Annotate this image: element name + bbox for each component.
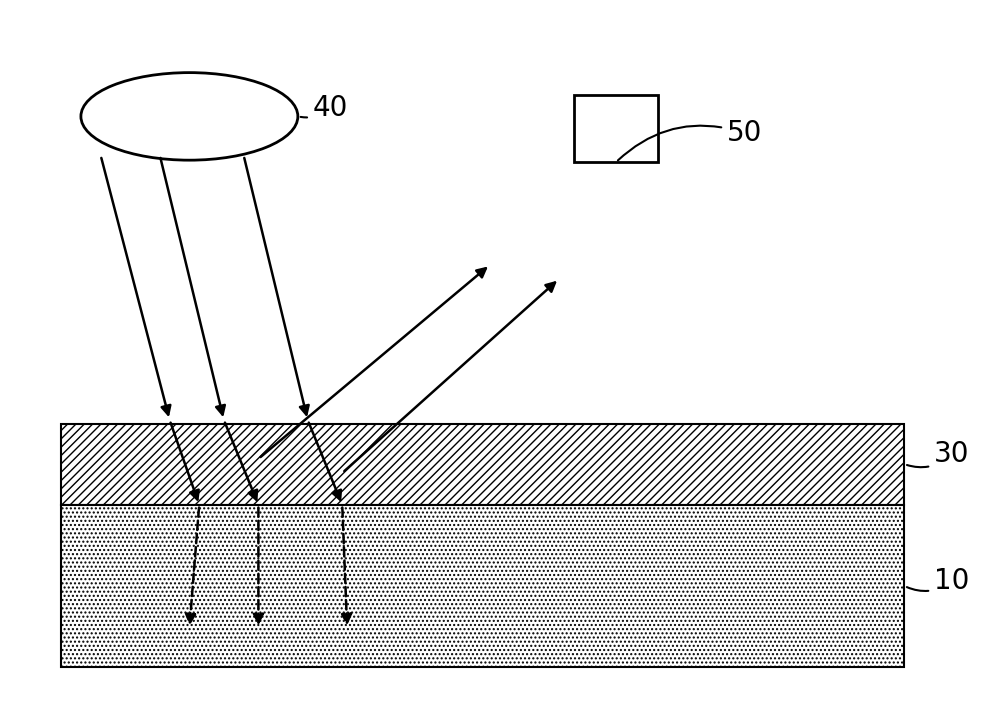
Bar xyxy=(574,95,658,162)
Text: 10: 10 xyxy=(907,567,969,595)
Text: 50: 50 xyxy=(618,119,762,161)
Text: 40: 40 xyxy=(301,94,348,122)
Bar xyxy=(61,505,904,667)
Text: 30: 30 xyxy=(907,441,969,469)
Ellipse shape xyxy=(81,73,298,160)
Bar xyxy=(61,423,904,505)
